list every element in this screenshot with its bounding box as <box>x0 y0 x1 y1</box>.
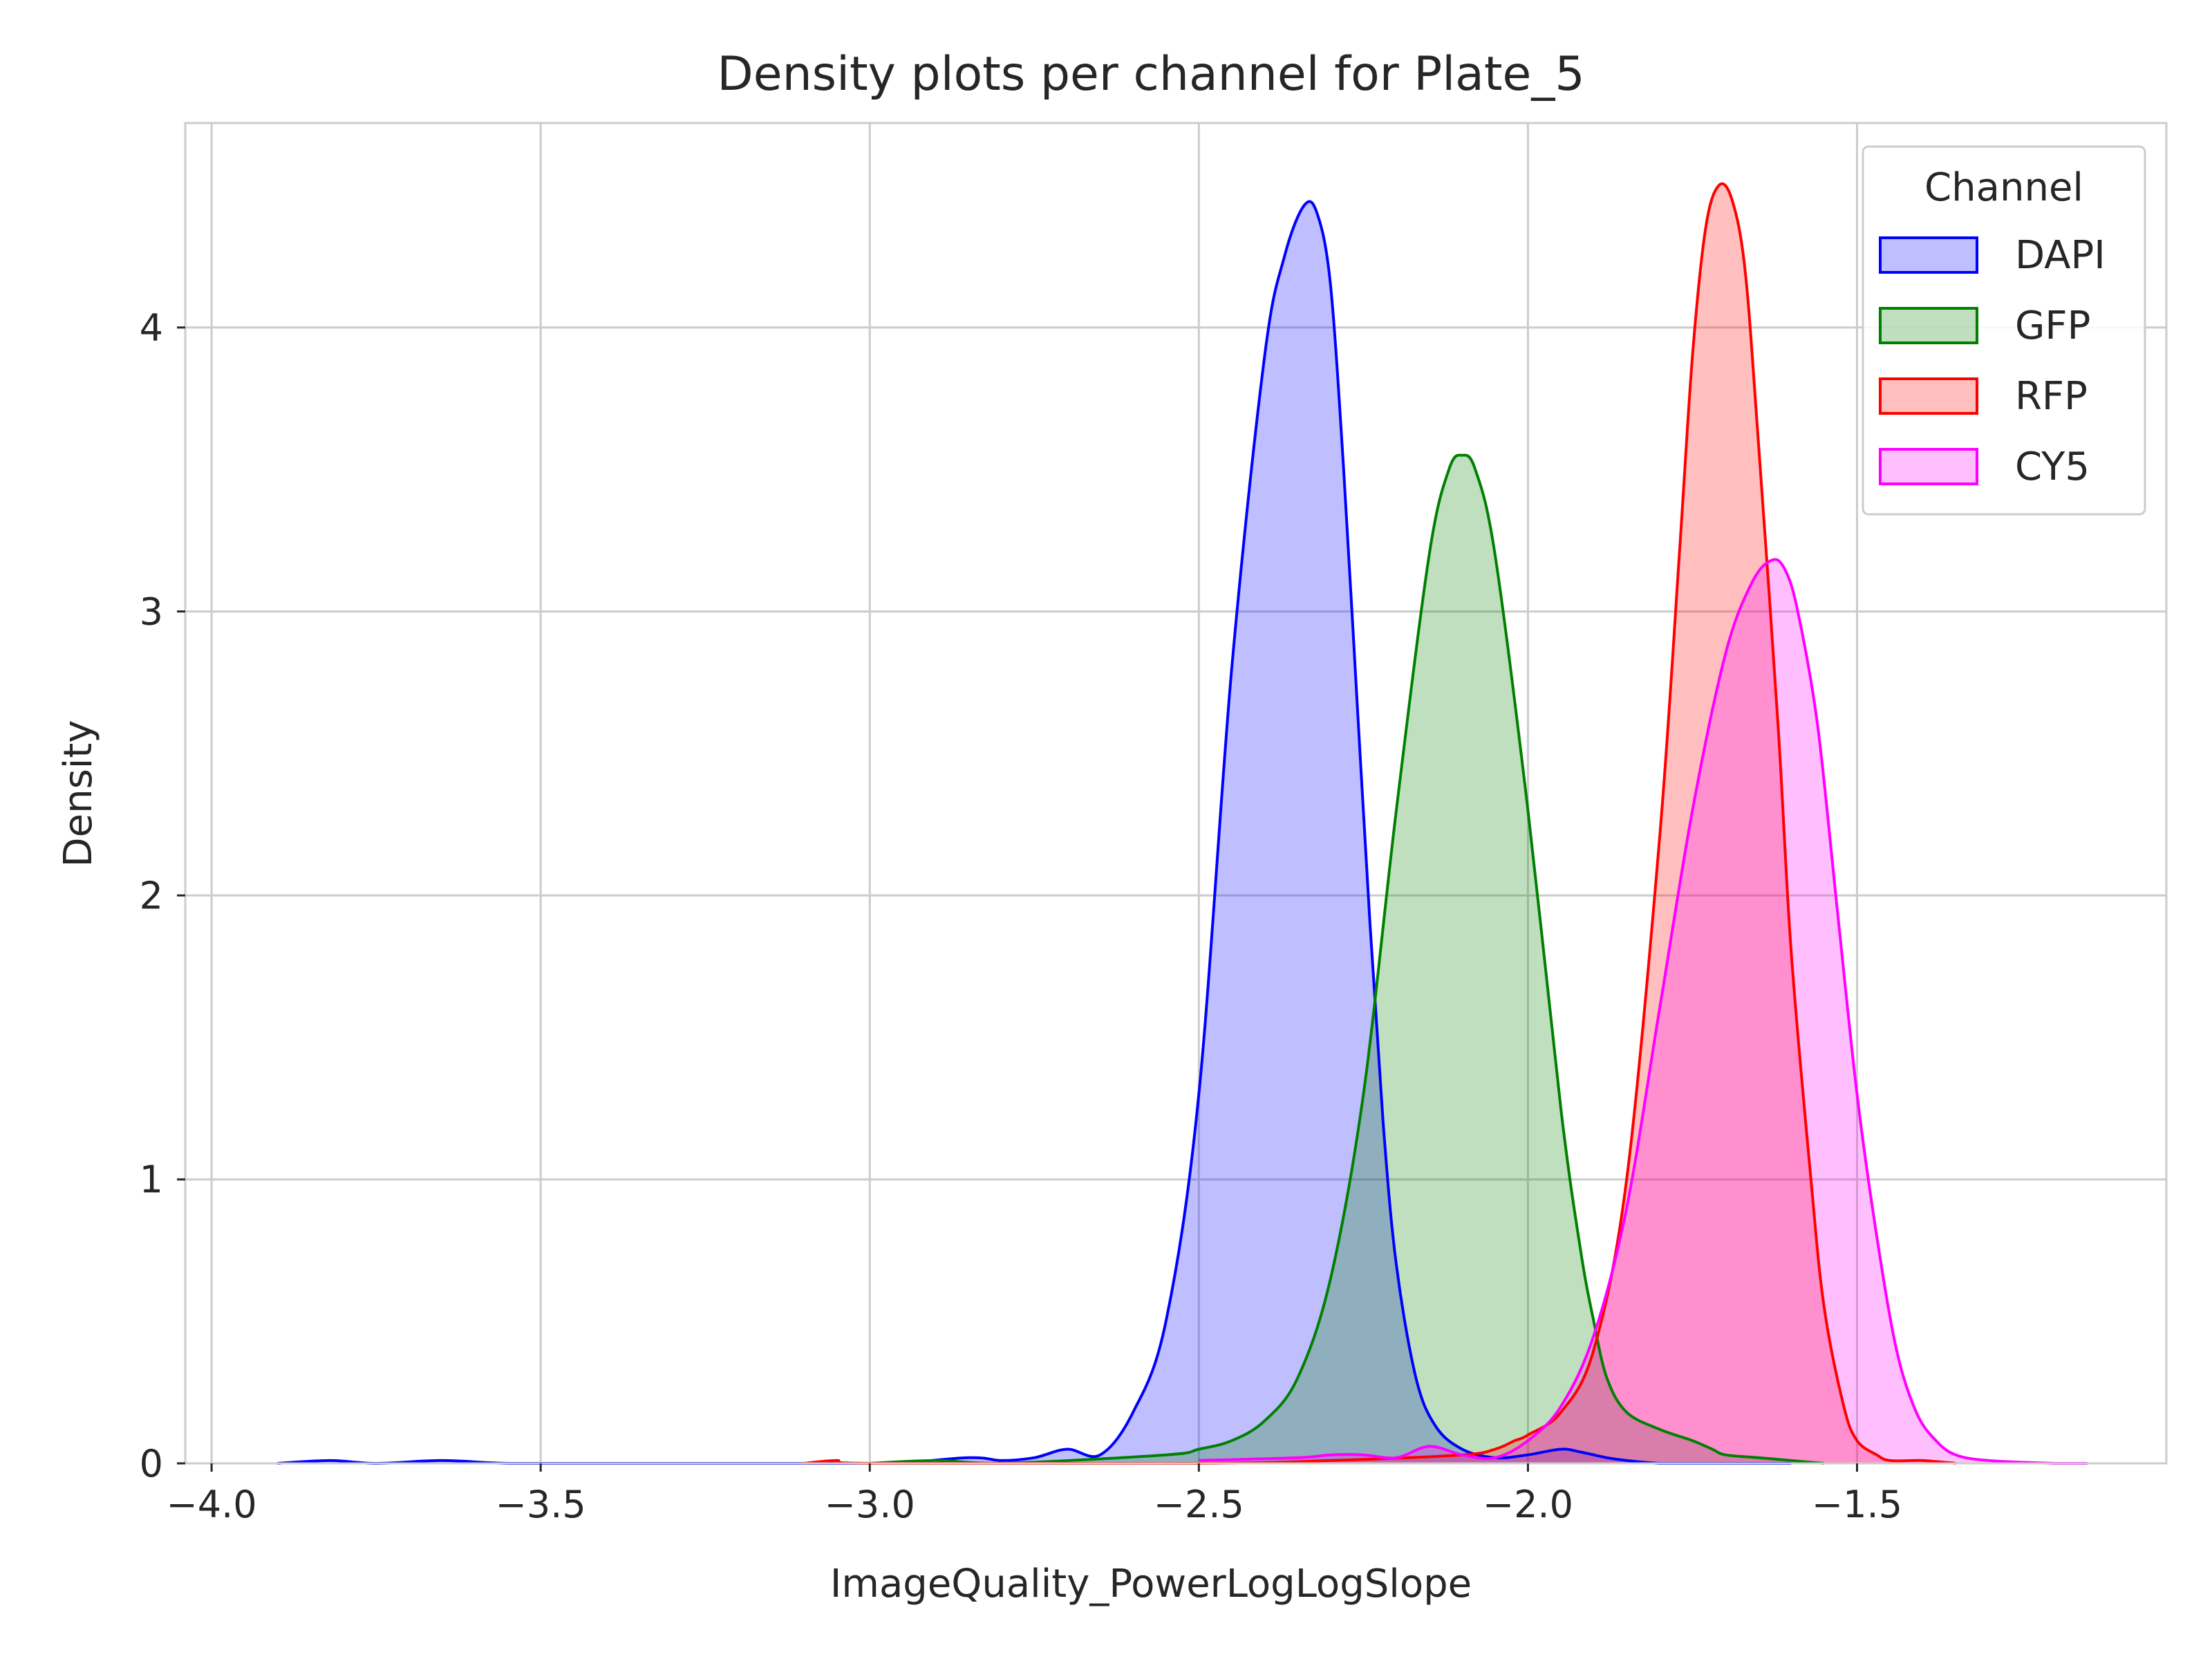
grid-lines <box>185 123 2166 1465</box>
x-axis-label: ImageQuality_PowerLogLogSlope <box>830 1562 1472 1606</box>
y-axis-ticks: 0 1 2 3 4 <box>140 306 185 1485</box>
x-tick-label: −2.0 <box>1483 1483 1573 1526</box>
legend-swatch-cy5 <box>1879 448 1978 485</box>
y-axis-label: Density <box>56 720 101 868</box>
plot-frame <box>184 122 2168 1465</box>
x-tick-label: −3.0 <box>825 1483 915 1526</box>
line-gfp <box>870 453 1825 1465</box>
x-tick-label: −3.5 <box>496 1483 586 1526</box>
density-areas <box>277 182 2088 1465</box>
y-tick-label: 1 <box>140 1158 163 1201</box>
legend-swatch-rfp <box>1879 377 1978 415</box>
area-rfp <box>804 183 1956 1464</box>
chart-title: Density plots per channel for Plate_5 <box>717 47 1584 102</box>
line-cy5 <box>1199 558 2088 1465</box>
y-tick-label: 4 <box>140 306 163 350</box>
legend-label-rfp: RFP <box>2015 374 2088 419</box>
legend-label-cy5: CY5 <box>2015 444 2090 489</box>
area-gfp <box>870 455 1824 1463</box>
y-tick-label: 2 <box>140 874 163 917</box>
legend-items: DAPI GFP RFP CY5 <box>1879 233 2106 489</box>
legend: Channel DAPI GFP RFP CY5 <box>1862 145 2146 516</box>
y-tick-label: 3 <box>140 590 163 634</box>
legend-label-gfp: GFP <box>2015 303 2090 348</box>
legend-swatch-dapi <box>1879 236 1978 274</box>
legend-label-dapi: DAPI <box>2015 233 2106 278</box>
area-cy5 <box>1199 559 2088 1463</box>
plot-background <box>185 123 2166 1463</box>
x-tick-label: −2.5 <box>1154 1483 1244 1526</box>
x-axis-ticks: −4.0 −3.5 −3.0 −2.5 −2.0 −1.5 <box>167 1463 1902 1526</box>
x-tick-label: −4.0 <box>167 1483 257 1526</box>
legend-swatch-gfp <box>1879 307 1978 344</box>
legend-title: Channel <box>1924 165 2083 210</box>
x-tick-label: −1.5 <box>1812 1483 1902 1526</box>
y-tick-label: 0 <box>140 1442 163 1485</box>
